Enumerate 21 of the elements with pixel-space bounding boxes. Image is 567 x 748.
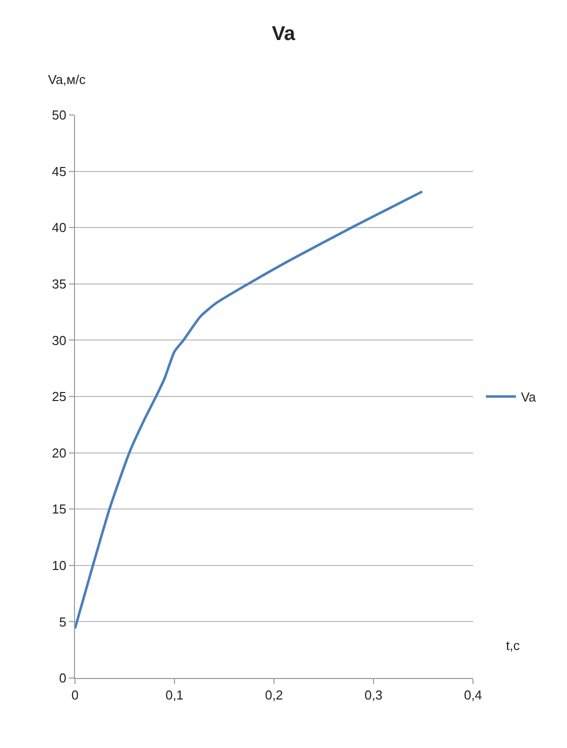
x-axis-title: t,c: [506, 638, 520, 653]
y-axis-title: Va,м/с: [48, 72, 86, 87]
y-tick-label: 0: [59, 670, 66, 686]
y-tick-label: 45: [52, 164, 66, 179]
y-tick-label: 20: [52, 445, 66, 460]
line-series: [75, 190, 424, 630]
x-tick-label: 0: [71, 688, 79, 703]
x-tick-label: 0,1: [165, 688, 184, 703]
y-tick-label: 5: [59, 614, 66, 630]
y-tick-label: 50: [52, 108, 66, 123]
y-tick-label: 40: [52, 220, 66, 236]
y-tick-label: 15: [52, 502, 66, 517]
y-tick-label: 30: [52, 332, 66, 348]
x-tick-label: 0,2: [264, 688, 284, 703]
legend-label: Va: [520, 390, 537, 405]
chart-title: Va: [272, 23, 296, 46]
y-tick-label: 35: [52, 276, 66, 292]
y-tick-label: 10: [52, 558, 66, 573]
y-tick-label: 25: [52, 389, 66, 404]
x-tick-label: 0,4: [464, 688, 482, 703]
x-tick-label: 0,3: [364, 688, 383, 703]
